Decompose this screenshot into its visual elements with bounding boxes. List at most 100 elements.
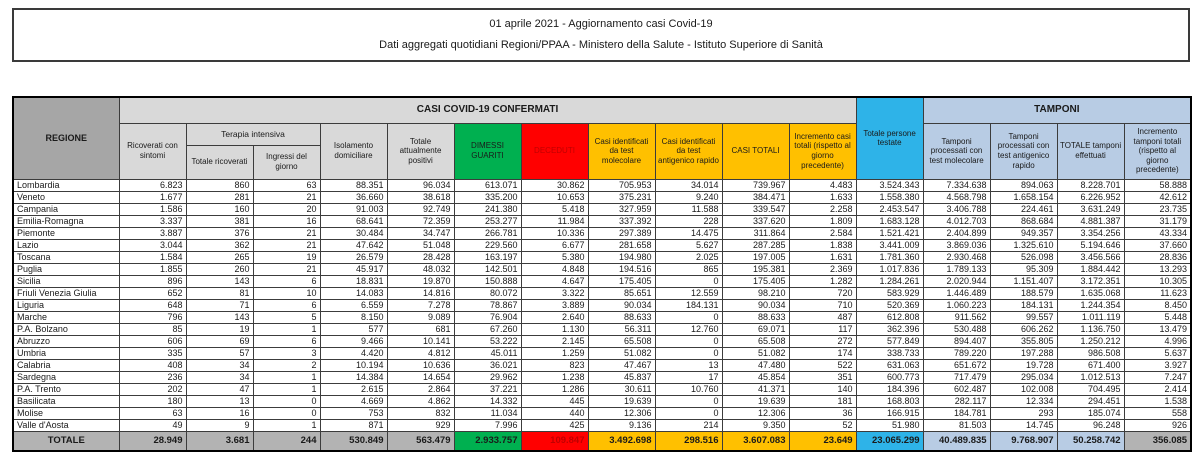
data-cell: 3.337: [118, 214, 187, 228]
data-cell: 174: [788, 346, 857, 360]
data-cell: 3.869.036: [922, 238, 991, 252]
data-cell: 95.309: [989, 262, 1058, 276]
data-cell: 5.637: [1123, 346, 1192, 360]
total-cell: 109.847: [520, 430, 589, 452]
data-cell: 14.654: [386, 370, 455, 384]
total-row: TOTALE 28.949 3.681 244 530.849 563.479 2.933.…: [12, 430, 1192, 452]
data-cell: 265: [185, 250, 254, 264]
data-cell: 12.334: [989, 394, 1058, 408]
data-cell: 180: [118, 394, 187, 408]
table-header: REGIONE CASI COVID-19 CONFERMATI Totale …: [12, 96, 1192, 180]
data-cell: 266.781: [453, 226, 522, 240]
data-cell: 51.980: [855, 418, 924, 432]
data-cell: 1.151.407: [989, 274, 1058, 288]
data-cell: 577.849: [855, 334, 924, 348]
data-cell: 19.639: [587, 394, 656, 408]
data-cell: 1.325.610: [989, 238, 1058, 252]
table-row: Sicilia 896 143 6 18.831 19.870 150.888 4.647 17…: [12, 274, 1192, 288]
data-cell: 26.579: [319, 250, 388, 264]
data-cell: 29.962: [453, 370, 522, 384]
data-cell: 4.812: [386, 346, 455, 360]
data-cell: 3.044: [118, 238, 187, 252]
region-name: Marche: [12, 310, 120, 324]
data-cell: 2.640: [520, 310, 589, 324]
data-cell: 338.733: [855, 346, 924, 360]
data-cell: 602.487: [922, 382, 991, 396]
data-cell: 1.538: [1123, 394, 1192, 408]
data-cell: 28.428: [386, 250, 455, 264]
table-row: Lazio 3.044 362 21 47.642 51.048 229.560 6.677 2…: [12, 238, 1192, 252]
data-cell: 18.831: [319, 274, 388, 288]
data-cell: 175.405: [587, 274, 656, 288]
column-header-ricoverati: Ricoverati con sintomi: [118, 122, 187, 180]
data-cell: 5.418: [520, 202, 589, 216]
data-cell: 4.012.703: [922, 214, 991, 228]
data-cell: 47.642: [319, 238, 388, 252]
data-cell: 1.017.836: [855, 262, 924, 276]
table-row: Toscana 1.584 265 19 26.579 28.428 163.197 5.38…: [12, 250, 1192, 264]
data-cell: 648: [118, 298, 187, 312]
data-cell: 224.461: [989, 202, 1058, 216]
table-row: Valle d'Aosta 49 9 1 871 929 7.996 425 9.136 214 9…: [12, 418, 1192, 432]
data-cell: 194.516: [587, 262, 656, 276]
data-cell: 681: [386, 322, 455, 336]
group-header-casi-confermati: CASI COVID-19 CONFERMATI: [118, 96, 857, 124]
data-cell: 168.803: [855, 394, 924, 408]
data-cell: 197.288: [989, 346, 1058, 360]
table-row: Friuli Venezia Giulia 652 81 10 14.083 14.816…: [12, 286, 1192, 300]
data-cell: 583.929: [855, 286, 924, 300]
table-row: Umbria 335 57 3 4.420 4.812 45.011 1.259 51.082 0…: [12, 346, 1192, 360]
data-cell: 88.351: [319, 178, 388, 192]
data-cell: 577: [319, 322, 388, 336]
data-cell: 260: [185, 262, 254, 276]
data-cell: 19: [185, 322, 254, 336]
data-cell: 11.034: [453, 406, 522, 420]
data-cell: 1.446.489: [922, 286, 991, 300]
data-cell: 45.011: [453, 346, 522, 360]
data-cell: 3.456.566: [1056, 250, 1125, 264]
data-cell: 63: [118, 406, 187, 420]
data-cell: 293: [989, 406, 1058, 420]
table-row: Basilicata 180 13 0 4.669 4.862 14.332 445 19.63…: [12, 394, 1192, 408]
data-cell: 10.305: [1123, 274, 1192, 288]
data-cell: 160: [185, 202, 254, 216]
data-cell: 65.508: [587, 334, 656, 348]
data-cell: 926: [1123, 418, 1192, 432]
data-cell: 45.854: [721, 370, 790, 384]
data-cell: 337.392: [587, 214, 656, 228]
data-cell: 241.380: [453, 202, 522, 216]
column-header-incremento-casi: Incremento casi totali (rispetto al gior…: [788, 122, 857, 180]
data-cell: 140: [788, 382, 857, 396]
data-cell: 4.862: [386, 394, 455, 408]
data-cell: 21: [252, 262, 321, 276]
data-cell: 281.658: [587, 238, 656, 252]
region-name: Toscana: [12, 250, 120, 264]
column-header-ingressi-giorno: Ingressi del giorno: [252, 144, 321, 180]
region-name: Lombardia: [12, 178, 120, 192]
data-cell: 425: [520, 418, 589, 432]
data-cell: 894.063: [989, 178, 1058, 192]
data-cell: 8.228.701: [1056, 178, 1125, 192]
data-cell: 0: [654, 274, 723, 288]
column-header-tamponi-molecolare: Tamponi processati con test molecolare: [922, 122, 991, 180]
data-cell: 3.631.249: [1056, 202, 1125, 216]
table-row: Lombardia 6.823 860 63 88.351 96.034 613.071 30…: [12, 178, 1192, 192]
data-cell: 21: [252, 226, 321, 240]
data-cell: 47: [185, 382, 254, 396]
data-cell: 7.247: [1123, 370, 1192, 384]
data-cell: 163.197: [453, 250, 522, 264]
data-cell: 34.747: [386, 226, 455, 240]
column-header-incremento-tamponi: Incremento tamponi totali (rispetto al g…: [1123, 122, 1192, 180]
data-cell: 871: [319, 418, 388, 432]
report-header: 01 aprile 2021 - Aggiornamento casi Covi…: [12, 8, 1190, 62]
data-cell: 98.210: [721, 286, 790, 300]
table-row: Calabria 408 34 2 10.194 10.636 36.021 823 47.46…: [12, 358, 1192, 372]
data-cell: 19.870: [386, 274, 455, 288]
data-cell: 13: [185, 394, 254, 408]
data-cell: 9.350: [721, 418, 790, 432]
column-header-attualmente-positivi: Totale attualmente positivi: [386, 122, 455, 180]
data-cell: 558: [1123, 406, 1192, 420]
column-header-casi-antigenico: Casi identificati da test antigenico rap…: [654, 122, 723, 180]
data-cell: 57: [185, 346, 254, 360]
column-header-dimessi-guariti: DIMESSI GUARITI: [453, 122, 522, 180]
